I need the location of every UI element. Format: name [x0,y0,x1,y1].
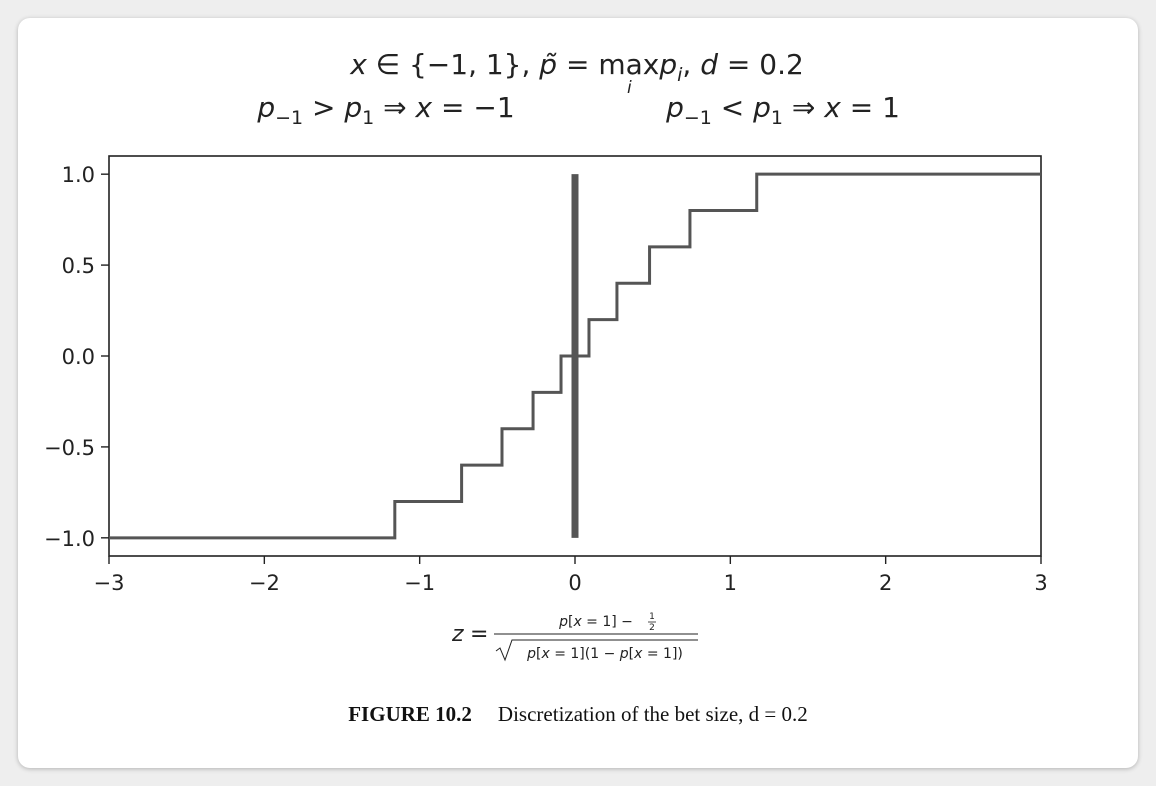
chart-title-line1: x ∈ {−1, 1}, p̃ = maxpi, d = 0.2 [349,48,804,86]
title-subscript-i: i [627,78,632,98]
y-tick-label: 0.5 [62,254,95,278]
y-tick-label: 0.0 [62,345,95,369]
chart-title-line2-right: p−1 < p1 ⇒ x = 1 [665,91,900,129]
x-tick-label: 3 [1034,571,1047,595]
xlabel-half-den: 2 [649,623,655,633]
xlabel-equals: = [470,622,488,647]
x-axis-label: z = p[x = 1] − 1 2 p[x = 1](1 − p[x = 1]… [451,612,698,662]
x-tick-label: −3 [94,571,125,595]
xlabel-denominator: p[x = 1](1 − p[x = 1]) [526,646,683,662]
figure-caption: FIGURE 10.2 Discretization of the bet siz… [0,702,1156,727]
xlabel-half-num: 1 [649,612,655,622]
y-tick-label: 1.0 [62,163,95,187]
y-tick-label: −0.5 [44,436,95,460]
figure-caption-text: Discretization of the bet size, d = 0.2 [497,702,808,726]
axis-ticks: −3 −2 −1 0 1 2 3 1.0 0.5 0.0 −0.5 −1.0 [44,163,1048,595]
figure-number: FIGURE 10.2 [348,702,472,726]
chart-title-line2-left: p−1 > p1 ⇒ x = −1 [256,91,514,129]
xlabel-numerator: p[x = 1] − [558,614,633,630]
x-tick-label: 2 [879,571,892,595]
y-tick-label: −1.0 [44,527,95,551]
xlabel-z: z [451,622,464,647]
series-group [109,172,1041,540]
x-tick-label: 1 [724,571,737,595]
x-tick-label: 0 [568,571,581,595]
x-tick-label: −1 [404,571,435,595]
x-tick-label: −2 [249,571,280,595]
xlabel-sqrt-sign [495,639,698,662]
